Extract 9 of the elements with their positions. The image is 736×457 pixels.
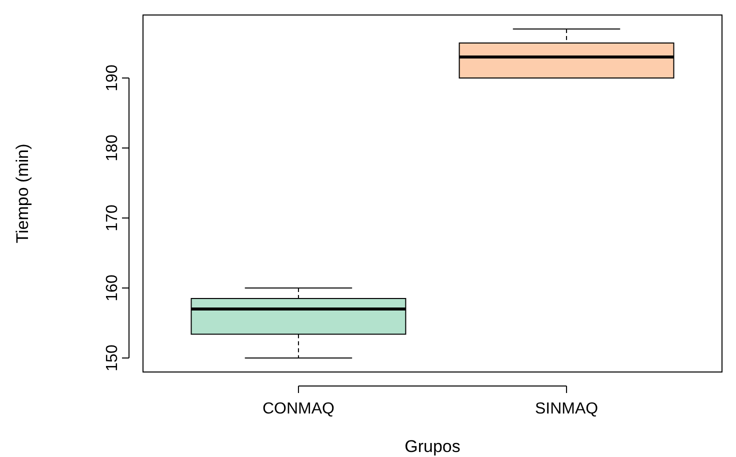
y-tick-label: 160 [104,274,121,302]
y-tick-label: 170 [104,204,121,232]
y-tick-label: 150 [104,344,121,372]
y-tick-label: 190 [104,64,121,92]
x-tick-label: CONMAQ [262,400,334,418]
y-axis-title: Tiempo (min) [13,144,32,244]
x-tick-label: SINMAQ [534,400,598,418]
x-axis-title: Grupos [404,437,460,456]
y-tick-label: 180 [104,134,121,162]
